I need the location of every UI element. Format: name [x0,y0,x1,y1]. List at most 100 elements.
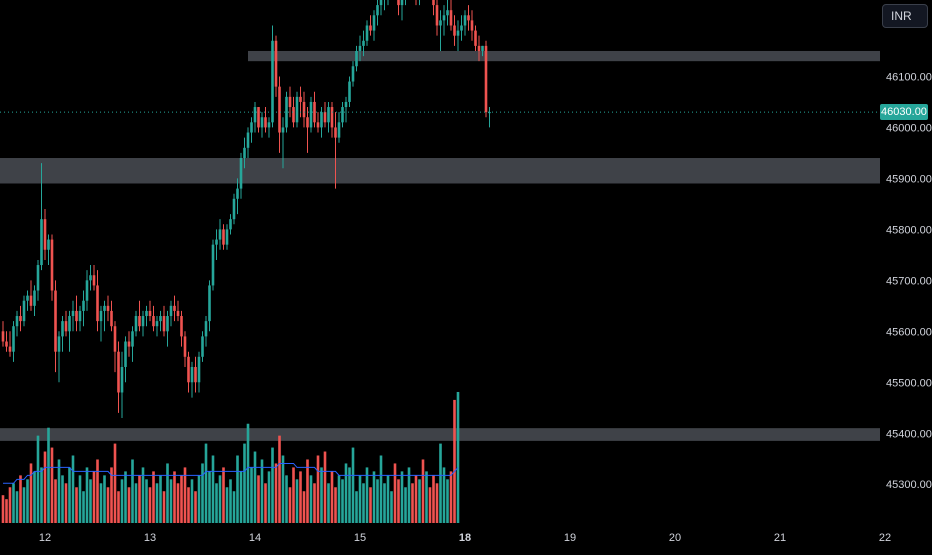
candle-body [5,341,8,347]
volume-bar [428,487,432,523]
candle-body [225,229,229,245]
volume-bar [187,487,190,523]
volume-bar [421,459,425,523]
candle-body [285,96,288,128]
volume-bar [159,475,162,523]
price-tick-label: 45400.00 [886,428,932,440]
volume-bar [400,471,404,523]
candle-body [488,112,491,114]
volume-bar [281,455,285,523]
volume-bar [383,483,386,523]
candle-body [64,321,68,332]
candle-body [29,295,33,306]
volume-bar [218,475,222,523]
volume-ma-line [3,462,459,484]
price-tick-label: 45700.00 [886,275,932,287]
candle-body [337,122,341,138]
candle-body [187,356,190,383]
volume-bar [397,479,400,523]
candle-body [113,326,117,352]
candle-body [236,188,239,199]
candle-body [96,285,99,322]
volume-bar [260,459,264,523]
candle-body [376,5,379,16]
volume-bar [92,471,96,523]
volume-bar [253,451,257,523]
volume-layer [1,391,460,523]
candle-body [481,45,484,51]
candle-body [432,0,435,6]
volume-bar [449,471,453,523]
volume-bar [134,483,138,523]
candle-body [379,0,383,6]
volume-bar [299,471,302,523]
volume-bar [15,491,19,523]
candle-body [477,45,481,51]
candle-body [54,290,57,352]
currency-button[interactable]: INR [882,4,928,28]
price-tick-label: 46100.00 [886,71,932,83]
volume-bar [190,479,194,523]
candle-body [215,239,218,245]
candle-body [260,117,264,128]
volume-bar [306,459,309,523]
time-tick-label: 13 [144,532,156,544]
volume-bar [201,463,204,523]
candle-body [201,336,204,357]
candle-body [323,112,327,123]
price-axis[interactable]: 46100.00 46000.00 45900.00 45800.00 45700.00… [886,71,932,491]
candle-body [218,229,222,240]
candle-body [369,25,372,31]
candle-body [330,107,334,128]
candle-body [124,341,127,367]
volume-bar [344,463,348,523]
candle-body [362,40,365,46]
volume-bar [232,491,236,523]
candle-body [127,341,131,347]
candle-body [106,305,110,311]
candle-body [257,107,260,128]
volume-bar [225,487,229,523]
price-tick-label: 45900.00 [886,173,932,185]
volume-bar [176,483,180,523]
volume-bar [19,475,22,523]
candle-body [435,5,439,26]
time-tick-label: 14 [249,532,261,544]
volume-bar [222,467,225,523]
volume-bar [40,467,43,523]
candle-body [222,229,225,245]
volume-bar [337,475,341,523]
volume-bar [99,483,103,523]
candle-body [239,158,243,189]
candle-body [134,316,138,332]
candle-body [166,316,169,332]
volume-bar [236,455,239,523]
volume-bar [348,467,351,523]
volume-bar [442,467,446,523]
candle-body [120,366,124,393]
volume-bar [407,467,411,523]
volume-bar [456,391,460,523]
volume-bar [155,483,159,523]
candle-body [117,351,120,393]
price-tick-label: 46000.00 [886,122,932,134]
candle-body [274,40,278,87]
volume-bar [204,443,208,523]
zone-2 [0,428,880,441]
volume-bar [215,483,218,523]
candle-body [358,45,362,51]
candle-body [22,300,26,322]
time-axis[interactable]: 12 13 14 15 18 19 20 21 22 [39,532,891,544]
volume-bar [57,459,61,523]
candle-body [50,239,54,291]
price-tick-label: 45500.00 [886,377,932,389]
candle-body [12,326,15,352]
volume-bar [211,455,215,523]
candle-body [484,45,488,113]
candle-body [138,316,141,327]
candle-body [159,316,162,322]
volume-bar [372,471,376,523]
